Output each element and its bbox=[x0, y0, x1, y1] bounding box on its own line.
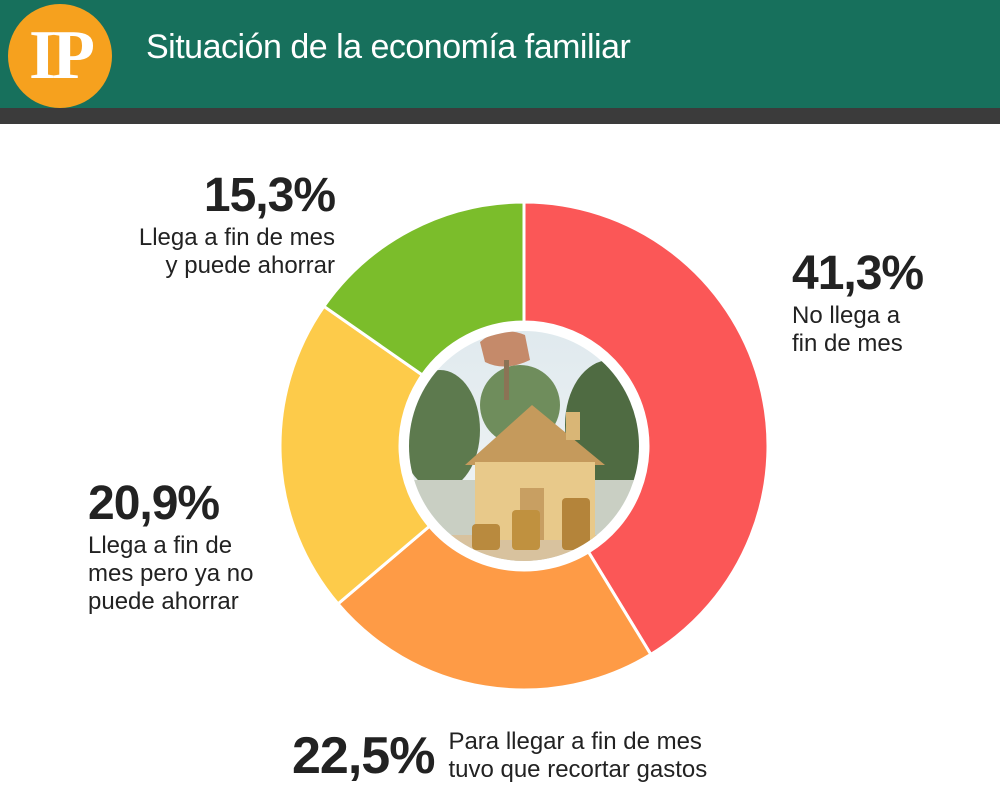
desc-22: Para llegar a fin de mes tuvo que recort… bbox=[448, 728, 708, 783]
page-title: Situación de la economía familiar bbox=[146, 28, 631, 66]
pct-15: 15,3% bbox=[203, 169, 336, 222]
slice-label-20: 20,9% Llega a fin de mes pero ya no pued… bbox=[88, 480, 253, 616]
header-shadow bbox=[0, 108, 1000, 124]
pct-41: 41,3% bbox=[792, 247, 924, 300]
desc-20: Llega a fin de mes pero ya no puede ahor… bbox=[88, 532, 254, 615]
logo: IP bbox=[8, 4, 112, 108]
slice-label-41: 41,3% No llega a fin de mes bbox=[792, 247, 924, 358]
header-bar bbox=[0, 0, 1000, 108]
desc-15: Llega a fin de mes y puede ahorrar bbox=[138, 224, 335, 279]
slice-label-15: 15,3% Llega a fin de mes y puede ahorrar bbox=[130, 169, 336, 280]
desc-41: No llega a fin de mes bbox=[792, 302, 903, 357]
pct-22: 22,5% bbox=[292, 727, 435, 785]
slice-label-22: 22,5% Para llegar a fin de mes tuvo que … bbox=[292, 728, 707, 784]
pct-20: 20,9% bbox=[88, 477, 220, 530]
